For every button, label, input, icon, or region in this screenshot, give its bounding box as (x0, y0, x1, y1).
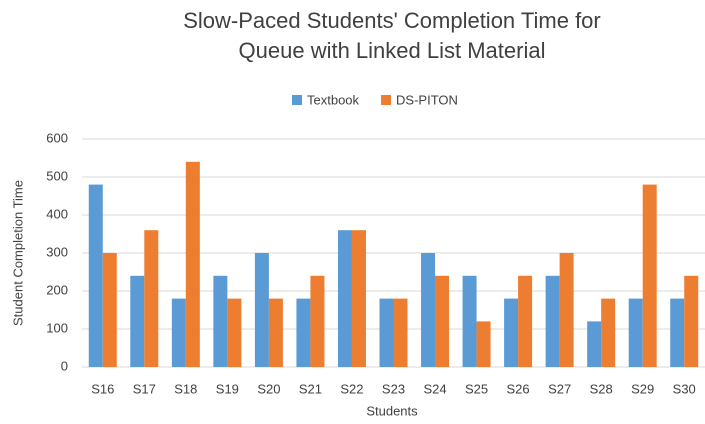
bar (102, 253, 117, 367)
bar (254, 253, 269, 367)
x-tick-label: S18 (174, 381, 197, 396)
bar (130, 275, 145, 367)
bar (642, 184, 657, 367)
bar (379, 298, 394, 367)
x-tick-label: S26 (507, 381, 530, 396)
bar (684, 275, 699, 367)
bar (185, 161, 200, 367)
x-tick-label: S22 (340, 381, 363, 396)
x-tick-label: S28 (590, 381, 613, 396)
bar (227, 298, 242, 367)
legend-swatch (292, 95, 302, 105)
bar (393, 298, 408, 367)
bar (435, 275, 450, 367)
bar (504, 298, 519, 367)
x-tick-label: S21 (299, 381, 322, 396)
bar (587, 321, 602, 367)
bar (421, 253, 436, 367)
bar (88, 184, 103, 367)
x-tick-label: S25 (465, 381, 488, 396)
legend-swatch (381, 95, 392, 105)
y-tick-label: 600 (46, 130, 68, 145)
bar (337, 230, 352, 367)
bar (601, 298, 616, 367)
chart-title: Queue with Linked List Material (239, 38, 546, 63)
y-tick-label: 300 (46, 244, 68, 259)
bar (310, 275, 325, 367)
bar (351, 230, 366, 367)
bar (476, 321, 491, 367)
x-tick-label: S27 (548, 381, 571, 396)
bar (628, 298, 643, 367)
x-tick-label: S17 (133, 381, 156, 396)
y-tick-label: 500 (46, 168, 68, 183)
y-tick-label: 200 (46, 282, 68, 297)
bar (213, 275, 228, 367)
x-axis-label: Students (366, 403, 418, 418)
bar (545, 275, 560, 367)
x-tick-label: S23 (382, 381, 405, 396)
x-tick-label: S30 (673, 381, 696, 396)
x-tick-label: S29 (631, 381, 654, 396)
y-tick-label: 0 (61, 358, 68, 373)
bar (670, 298, 685, 367)
y-tick-label: 100 (46, 320, 68, 335)
chart-title: Slow-Paced Students' Completion Time for (183, 8, 601, 33)
y-tick-label: 400 (46, 206, 68, 221)
bar (268, 298, 283, 367)
bar (518, 275, 533, 367)
bar (144, 230, 159, 367)
bar (559, 253, 574, 367)
bar (296, 298, 311, 367)
bar (462, 275, 477, 367)
x-tick-label: S16 (91, 381, 114, 396)
bar (171, 298, 186, 367)
x-tick-label: S19 (216, 381, 239, 396)
legend-label: Textbook (307, 92, 360, 107)
x-tick-label: S20 (257, 381, 280, 396)
y-axis-label: Student Completion Time (10, 180, 25, 326)
legend-label: DS-PITON (396, 92, 458, 107)
x-tick-label: S24 (423, 381, 446, 396)
